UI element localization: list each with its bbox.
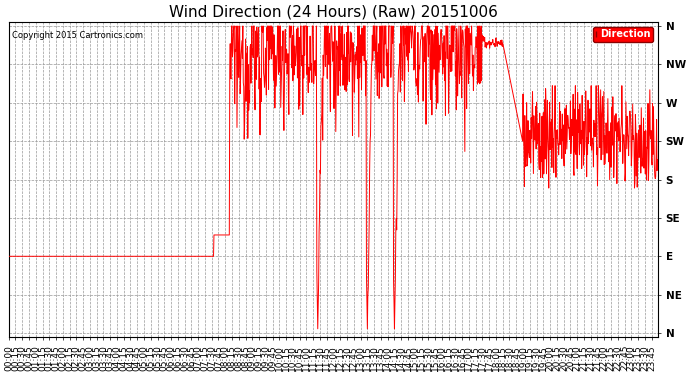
Text: Copyright 2015 Cartronics.com: Copyright 2015 Cartronics.com xyxy=(12,31,143,40)
Legend: Direction: Direction xyxy=(593,27,653,42)
Title: Wind Direction (24 Hours) (Raw) 20151006: Wind Direction (24 Hours) (Raw) 20151006 xyxy=(169,4,497,19)
